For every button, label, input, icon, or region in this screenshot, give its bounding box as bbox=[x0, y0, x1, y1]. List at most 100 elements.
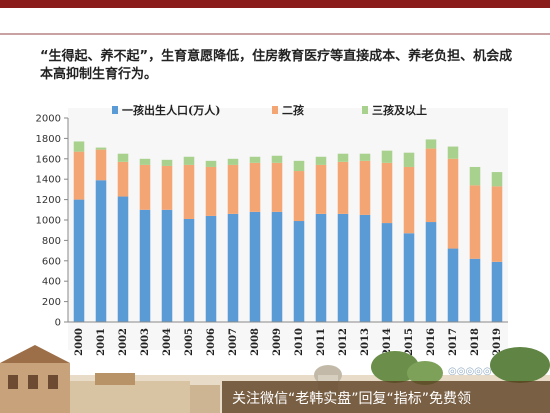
bar-third-plus-2014 bbox=[381, 150, 393, 163]
x-tick-label: 2001 bbox=[96, 328, 107, 356]
bar-third-plus-2016 bbox=[425, 139, 437, 149]
bar-second-child-2010 bbox=[293, 171, 305, 222]
bar-third-plus-2001 bbox=[95, 147, 107, 150]
x-tick-label: 2016 bbox=[426, 328, 437, 356]
bar-third-plus-2009 bbox=[271, 155, 283, 163]
bar-first-child-2006 bbox=[205, 215, 217, 322]
bar-second-child-2007 bbox=[227, 164, 239, 214]
bar-first-child-2001 bbox=[95, 180, 107, 322]
bar-second-child-2017 bbox=[447, 158, 459, 249]
x-tick-label: 2014 bbox=[382, 328, 393, 356]
bar-second-child-2004 bbox=[161, 165, 173, 210]
y-tick-label: 1000 bbox=[36, 216, 61, 227]
bar-second-child-2002 bbox=[117, 161, 129, 197]
bar-third-plus-2003 bbox=[139, 158, 151, 165]
legend-label: 二孩 bbox=[282, 103, 304, 117]
x-tick-label: 2013 bbox=[360, 328, 371, 356]
top-accent-bar bbox=[0, 0, 550, 8]
legend-label: 三孩及以上 bbox=[372, 103, 427, 117]
bar-third-plus-2007 bbox=[227, 158, 239, 165]
x-tick-label: 2003 bbox=[140, 328, 151, 356]
bar-first-child-2016 bbox=[425, 222, 437, 322]
legend-label: 一孩出生人口(万人) bbox=[122, 103, 220, 117]
legend-swatch bbox=[112, 106, 118, 114]
bar-first-child-2014 bbox=[381, 223, 393, 322]
bar-third-plus-2018 bbox=[469, 166, 481, 186]
bar-second-child-2015 bbox=[403, 166, 415, 234]
legend-swatch bbox=[272, 106, 278, 114]
bar-first-child-2011 bbox=[315, 213, 327, 322]
y-tick-label: 1800 bbox=[36, 134, 61, 145]
bar-first-child-2013 bbox=[359, 214, 371, 322]
bar-first-child-2000 bbox=[73, 199, 85, 322]
bar-first-child-2017 bbox=[447, 248, 459, 322]
bar-second-child-2006 bbox=[205, 166, 217, 216]
bar-second-child-2018 bbox=[469, 185, 481, 259]
bar-third-plus-2011 bbox=[315, 156, 327, 165]
bar-first-child-2012 bbox=[337, 213, 349, 322]
x-tick-label: 2010 bbox=[294, 328, 305, 356]
bar-third-plus-2006 bbox=[205, 160, 217, 167]
y-tick-label: 0 bbox=[55, 318, 61, 329]
bar-third-plus-2000 bbox=[73, 141, 85, 152]
x-axis: 2000 2001 2002 2003 2004 2005 2006 2007 2008 2009… bbox=[68, 321, 508, 356]
x-tick-label: 2004 bbox=[162, 328, 173, 356]
x-tick-label: 2000 bbox=[74, 328, 85, 356]
bar-first-child-2008 bbox=[249, 211, 261, 322]
bar-first-child-2010 bbox=[293, 221, 305, 322]
header-divider bbox=[0, 33, 550, 35]
bar-second-child-2001 bbox=[95, 149, 107, 181]
bar-third-plus-2015 bbox=[403, 152, 415, 167]
y-tick-label: 200 bbox=[42, 297, 61, 308]
y-tick-label: 1600 bbox=[36, 154, 61, 165]
bar-first-child-2007 bbox=[227, 213, 239, 322]
y-tick-label: 2000 bbox=[36, 114, 61, 125]
bar-first-child-2005 bbox=[183, 218, 195, 322]
bar-group bbox=[73, 139, 503, 322]
x-tick-label: 2008 bbox=[250, 328, 261, 356]
x-tick-label: 2012 bbox=[338, 328, 349, 356]
bar-third-plus-2008 bbox=[249, 156, 261, 163]
bar-third-plus-2002 bbox=[117, 153, 129, 162]
legend: 一孩出生人口(万人) 二孩 三孩及以上 bbox=[112, 103, 427, 117]
plot-background bbox=[68, 108, 508, 350]
x-tick-label: 2017 bbox=[448, 328, 459, 356]
x-tick-label: 2011 bbox=[316, 328, 327, 356]
bar-third-plus-2012 bbox=[337, 153, 349, 162]
bar-third-plus-2017 bbox=[447, 146, 459, 159]
y-tick-label: 1400 bbox=[36, 175, 61, 186]
y-tick-label: 1200 bbox=[36, 195, 61, 206]
y-tick-label: 400 bbox=[42, 277, 61, 288]
bar-second-child-2011 bbox=[315, 164, 327, 214]
bar-first-child-2002 bbox=[117, 196, 129, 322]
x-tick-label: 2009 bbox=[272, 328, 283, 356]
bar-second-child-2012 bbox=[337, 161, 349, 214]
bar-first-child-2009 bbox=[271, 211, 283, 322]
bar-second-child-2013 bbox=[359, 160, 371, 215]
bar-third-plus-2005 bbox=[183, 156, 195, 165]
bar-third-plus-2010 bbox=[293, 160, 305, 172]
x-tick-label: 2015 bbox=[404, 328, 415, 356]
bar-second-child-2008 bbox=[249, 162, 261, 212]
y-axis: 0 200 400 600 800 1000 1200 1400 1600 1800 2000 bbox=[36, 114, 69, 329]
x-tick-label: 2018 bbox=[470, 328, 481, 356]
slide-caption: “生得起、养不起”，生育意愿降低，住房教育医疗等直接成本、养老负担、机会成本高抑… bbox=[40, 49, 513, 82]
bar-second-child-2000 bbox=[73, 151, 85, 200]
x-tick-label: 2006 bbox=[206, 328, 217, 356]
y-tick-label: 800 bbox=[42, 236, 61, 247]
bar-second-child-2014 bbox=[381, 162, 393, 224]
bar-third-plus-2019 bbox=[491, 172, 503, 187]
promo-banner-text: 关注微信“老韩实盘”回复“指标”免费领 bbox=[232, 391, 472, 407]
bar-second-child-2003 bbox=[139, 164, 151, 210]
x-tick-label: 2002 bbox=[118, 328, 129, 356]
watermark-logo: ◎◎◎◎◎ bbox=[448, 366, 492, 377]
legend-swatch bbox=[362, 106, 368, 114]
promo-banner: 关注微信“老韩实盘”回复“指标”免费领 bbox=[222, 381, 550, 413]
bar-second-child-2019 bbox=[491, 186, 503, 262]
x-tick-label: 2019 bbox=[492, 328, 503, 356]
x-tick-label: 2005 bbox=[184, 328, 195, 356]
bar-third-plus-2004 bbox=[161, 159, 173, 166]
bar-first-child-2003 bbox=[139, 209, 151, 322]
x-tick-label: 2007 bbox=[228, 328, 239, 356]
